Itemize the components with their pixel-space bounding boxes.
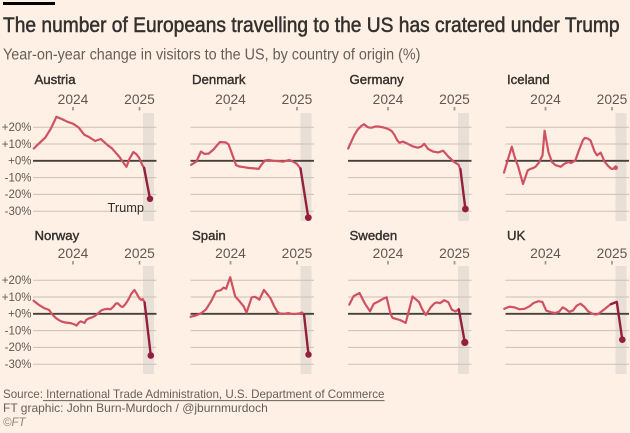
svg-text:+20%: +20% xyxy=(2,275,32,287)
svg-text:+0%: +0% xyxy=(8,156,31,168)
svg-text:Germany: Germany xyxy=(350,72,405,87)
svg-text:-10%: -10% xyxy=(5,172,32,184)
svg-text:©FT: ©FT xyxy=(3,417,26,429)
svg-text:+0%: +0% xyxy=(8,309,31,321)
svg-text:-30%: -30% xyxy=(5,206,32,218)
svg-text:2025: 2025 xyxy=(124,246,155,261)
svg-text:Austria: Austria xyxy=(35,72,77,87)
svg-text:-30%: -30% xyxy=(5,359,32,371)
svg-text:Source: International Trade Ad: Source: International Trade Administrati… xyxy=(3,388,384,401)
svg-text:2024: 2024 xyxy=(373,246,404,261)
svg-text:Denmark: Denmark xyxy=(192,72,246,87)
svg-text:2025: 2025 xyxy=(597,92,628,107)
svg-text:Norway: Norway xyxy=(35,228,80,243)
svg-text:2024: 2024 xyxy=(58,92,89,107)
svg-text:-10%: -10% xyxy=(5,325,32,337)
svg-text:FT graphic: John Burn-Murdoch: FT graphic: John Burn-Murdoch / @jburnmu… xyxy=(3,401,268,415)
svg-text:2025: 2025 xyxy=(439,246,470,261)
svg-text:The number of Europeans travel: The number of Europeans travelling to th… xyxy=(3,14,620,37)
svg-text:2025: 2025 xyxy=(597,246,628,261)
svg-text:2024: 2024 xyxy=(215,92,246,107)
svg-text:+10%: +10% xyxy=(2,292,32,304)
svg-text:+20%: +20% xyxy=(2,122,32,134)
svg-text:2024: 2024 xyxy=(58,246,89,261)
svg-text:Trump: Trump xyxy=(108,200,145,215)
svg-text:2025: 2025 xyxy=(439,92,470,107)
svg-text:-20%: -20% xyxy=(5,342,32,354)
svg-text:2025: 2025 xyxy=(124,92,155,107)
svg-text:Spain: Spain xyxy=(192,228,226,243)
svg-text:+10%: +10% xyxy=(2,139,32,151)
svg-text:Iceland: Iceland xyxy=(507,72,550,87)
svg-text:2024: 2024 xyxy=(530,246,561,261)
svg-text:Sweden: Sweden xyxy=(350,228,398,243)
svg-text:2025: 2025 xyxy=(282,92,313,107)
svg-text:Year-on-year change in visitor: Year-on-year change in visitors to the U… xyxy=(3,46,420,64)
svg-text:2024: 2024 xyxy=(530,92,561,107)
svg-text:2024: 2024 xyxy=(215,246,246,261)
svg-text:2025: 2025 xyxy=(282,246,313,261)
svg-text:-20%: -20% xyxy=(5,189,32,201)
svg-text:2024: 2024 xyxy=(373,92,404,107)
svg-text:UK: UK xyxy=(507,228,526,243)
